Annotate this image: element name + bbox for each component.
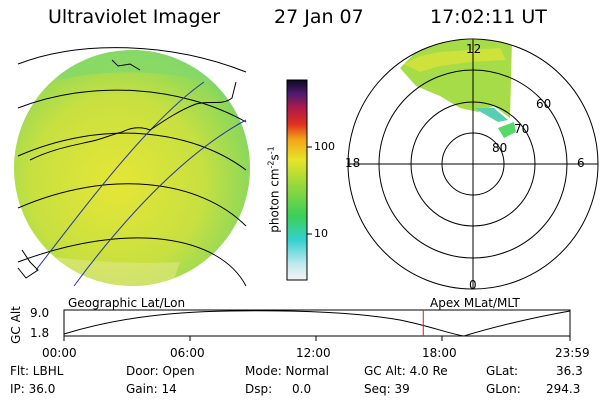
gc-alt-value: GC Alt: 4.0 Re bbox=[364, 364, 448, 378]
glon-value: 294.3 bbox=[546, 382, 581, 396]
time-tick-2359: 23:59 bbox=[555, 346, 590, 360]
mlt-label-18: 18 bbox=[345, 156, 361, 170]
glat-value: 36.3 bbox=[556, 364, 583, 378]
sequence-value: Seq: 39 bbox=[364, 382, 410, 396]
time-tick-1200: 12:00 bbox=[296, 346, 331, 360]
date-label: 27 Jan 07 bbox=[274, 6, 364, 28]
gain-value: Gain: 14 bbox=[126, 382, 177, 396]
dsp-label: Dsp: bbox=[245, 382, 273, 396]
coastline bbox=[17, 59, 237, 279]
mlt-label-12: 12 bbox=[466, 42, 482, 56]
altitude-curve bbox=[63, 310, 571, 337]
time-tick-1800: 18:00 bbox=[422, 346, 457, 360]
geographic-latlon-title: Geographic Lat/Lon bbox=[68, 296, 186, 310]
polar-plot bbox=[347, 38, 599, 290]
glat-label: GLat: bbox=[486, 364, 519, 378]
flight-filter: Flt: LBHL bbox=[10, 364, 64, 378]
mlt-label-6: 6 bbox=[577, 156, 585, 170]
mlat-label-60: 60 bbox=[536, 97, 552, 111]
earth-image bbox=[14, 47, 250, 287]
app-title: Ultraviolet Imager bbox=[48, 6, 221, 28]
mlt-label-0: 0 bbox=[469, 278, 477, 292]
mlat-label-80: 80 bbox=[492, 141, 508, 155]
auroral-oval bbox=[400, 40, 516, 138]
ip-value: IP: 36.0 bbox=[10, 382, 56, 396]
glon-label: GLon: bbox=[486, 382, 521, 396]
meridian-lines bbox=[35, 81, 247, 287]
graticule-lines bbox=[17, 47, 247, 287]
alt-tick-high: 9.0 bbox=[30, 306, 50, 320]
time-label: 17:02:11 UT bbox=[430, 6, 547, 28]
mlat-label-70: 70 bbox=[514, 122, 530, 136]
colorbar bbox=[286, 79, 312, 281]
time-tick-0000: 00:00 bbox=[42, 346, 77, 360]
mode-value: Mode: Normal bbox=[245, 364, 329, 378]
alt-tick-low: 1.8 bbox=[30, 326, 50, 340]
colorbar-tick-10: 10 bbox=[314, 227, 328, 240]
altitude-frame bbox=[63, 309, 571, 337]
dsp-value: 0.0 bbox=[292, 382, 312, 396]
door-status: Door: Open bbox=[126, 364, 195, 378]
colorbar-tick-100: 100 bbox=[314, 140, 335, 153]
time-tick-0600: 06:00 bbox=[170, 346, 205, 360]
apex-mlat-mlt-title: Apex MLat/MLT bbox=[430, 296, 520, 310]
polar-grid bbox=[347, 38, 599, 290]
